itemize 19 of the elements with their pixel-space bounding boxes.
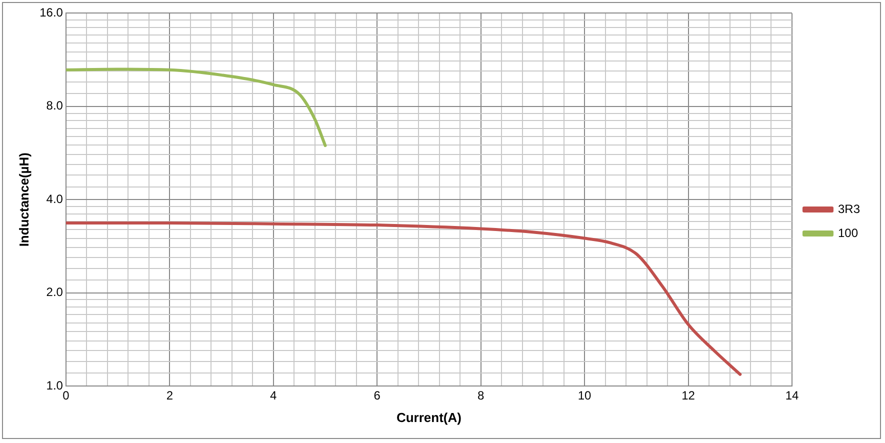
y-axis-title: Inductance(µH) bbox=[16, 152, 32, 247]
x-tick-label: 2 bbox=[166, 388, 174, 403]
x-tick-label: 6 bbox=[374, 388, 381, 403]
x-tick-label: 14 bbox=[785, 388, 799, 403]
x-tick-label: 12 bbox=[682, 388, 696, 403]
x-tick-label: 10 bbox=[578, 388, 592, 403]
legend-label: 100 bbox=[838, 226, 858, 240]
y-tick-label: 1.0 bbox=[46, 378, 64, 392]
x-tick-label: 0 bbox=[62, 388, 70, 403]
y-tick-label: 2.0 bbox=[46, 285, 64, 300]
line-series bbox=[66, 222, 742, 376]
line-series bbox=[66, 68, 327, 148]
x-tick-label: 4 bbox=[270, 388, 278, 403]
y-tick-label: 8.0 bbox=[46, 98, 64, 113]
x-tick-label: 8 bbox=[477, 388, 484, 403]
x-axis-title: Current(A) bbox=[396, 410, 462, 425]
legend-label: 3R3 bbox=[838, 202, 860, 216]
y-tick-label: 16.0 bbox=[40, 6, 64, 20]
y-tick-label: 4.0 bbox=[46, 192, 64, 206]
